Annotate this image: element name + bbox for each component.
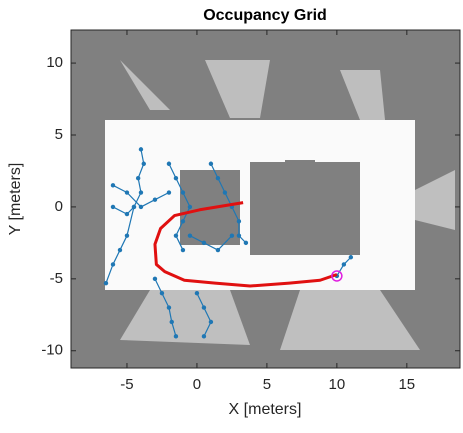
tree-node [180,219,186,224]
tree-node [138,147,144,152]
plot-area [103,147,354,339]
tree-node [166,190,172,195]
y-tick-label: 5 [55,126,63,143]
tree-node [138,190,144,195]
tree-node [201,334,207,339]
tree-node [159,291,165,296]
axes-box [70,29,461,369]
y-axis-label: Y [meters] [7,163,24,236]
x-tick-label: -5 [120,376,133,393]
goal-marker [331,270,343,282]
tree-node [124,190,130,195]
x-tick-label: 5 [263,376,271,393]
x-tick-label: 15 [398,376,415,393]
tree-node [166,305,172,310]
tree-node [215,247,221,253]
tree-node [141,161,146,166]
tree-node [169,319,174,325]
tree-node [180,247,186,253]
tree-node [124,233,130,238]
tree-node [117,247,123,253]
tree-node [110,183,116,188]
tree-node [236,233,242,238]
tree-node [208,319,214,325]
tree-node [180,190,186,195]
tree-node [135,175,141,181]
tree-node [348,255,354,260]
y-tick-label: -5 [50,270,63,287]
tree-node [187,233,193,238]
tree-node [110,204,116,210]
tree-node [103,280,109,286]
x-axis-label: X [meters] [229,401,302,418]
tree-node [201,240,207,246]
occupancy-map [71,30,460,368]
tree-node [215,175,221,181]
tree-node [173,175,179,181]
y-tick-label: 0 [55,198,63,215]
tree-node [187,204,193,210]
tree-node [229,233,235,238]
tree-node [152,197,158,202]
tree-node [138,204,144,210]
tree-node [341,262,347,267]
tree-node [173,233,179,238]
tree-node [110,262,116,267]
tree-node [194,291,200,296]
x-tick-label: 0 [193,376,201,393]
x-tick-label: 10 [329,376,346,393]
tree-node [152,276,158,282]
tree-node [131,204,137,210]
tree-node [222,190,228,195]
tree-node [166,161,172,166]
tree-node [243,240,249,246]
series-line [153,201,338,288]
tree-node [208,161,214,166]
tree-node [201,305,207,310]
tree-node [236,219,242,224]
chart-title: Occupancy Grid [203,7,327,24]
tree-node [124,211,130,217]
y-tick-label: 10 [46,54,63,71]
y-tick-label: -10 [41,342,63,359]
tree-node [173,334,179,339]
